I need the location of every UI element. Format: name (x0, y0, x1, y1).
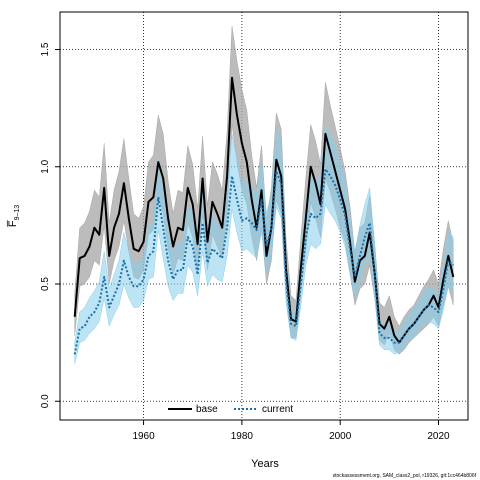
band-layer (74, 26, 454, 364)
line-base (73, 76, 455, 344)
line-current (73, 168, 454, 355)
y-axis-title: F̅9–13 (7, 205, 21, 228)
y-axis-title-main: F̅ (7, 220, 19, 228)
legend: base current (168, 404, 293, 415)
svg-text:F̅9–13: F̅9–13 (7, 205, 21, 228)
plot-frame (59, 11, 469, 421)
x-tick-label: 1980 (231, 431, 254, 442)
y-tick-label: 0.0 (40, 394, 51, 408)
legend-label-current: current (262, 404, 293, 415)
y-axis: 0.0 0.5 1.0 1.5 (40, 42, 60, 408)
footnote: stockassessment.org, SAM_class2_pol, r19… (333, 473, 477, 479)
line-layer (73, 76, 455, 355)
y-tick-label: 0.5 (40, 277, 51, 291)
x-tick-label: 2000 (329, 431, 352, 442)
y-tick-label: 1.5 (40, 42, 51, 56)
x-axis: 1960 1980 2000 2020 (132, 420, 450, 442)
x-axis-title: Years (251, 458, 279, 470)
y-axis-title-sub: 9–13 (14, 205, 21, 221)
legend-label-base: base (196, 404, 218, 415)
y-tick-label: 1.0 (40, 159, 51, 173)
x-tick-label: 2020 (427, 431, 450, 442)
x-tick-label: 1960 (132, 431, 155, 442)
